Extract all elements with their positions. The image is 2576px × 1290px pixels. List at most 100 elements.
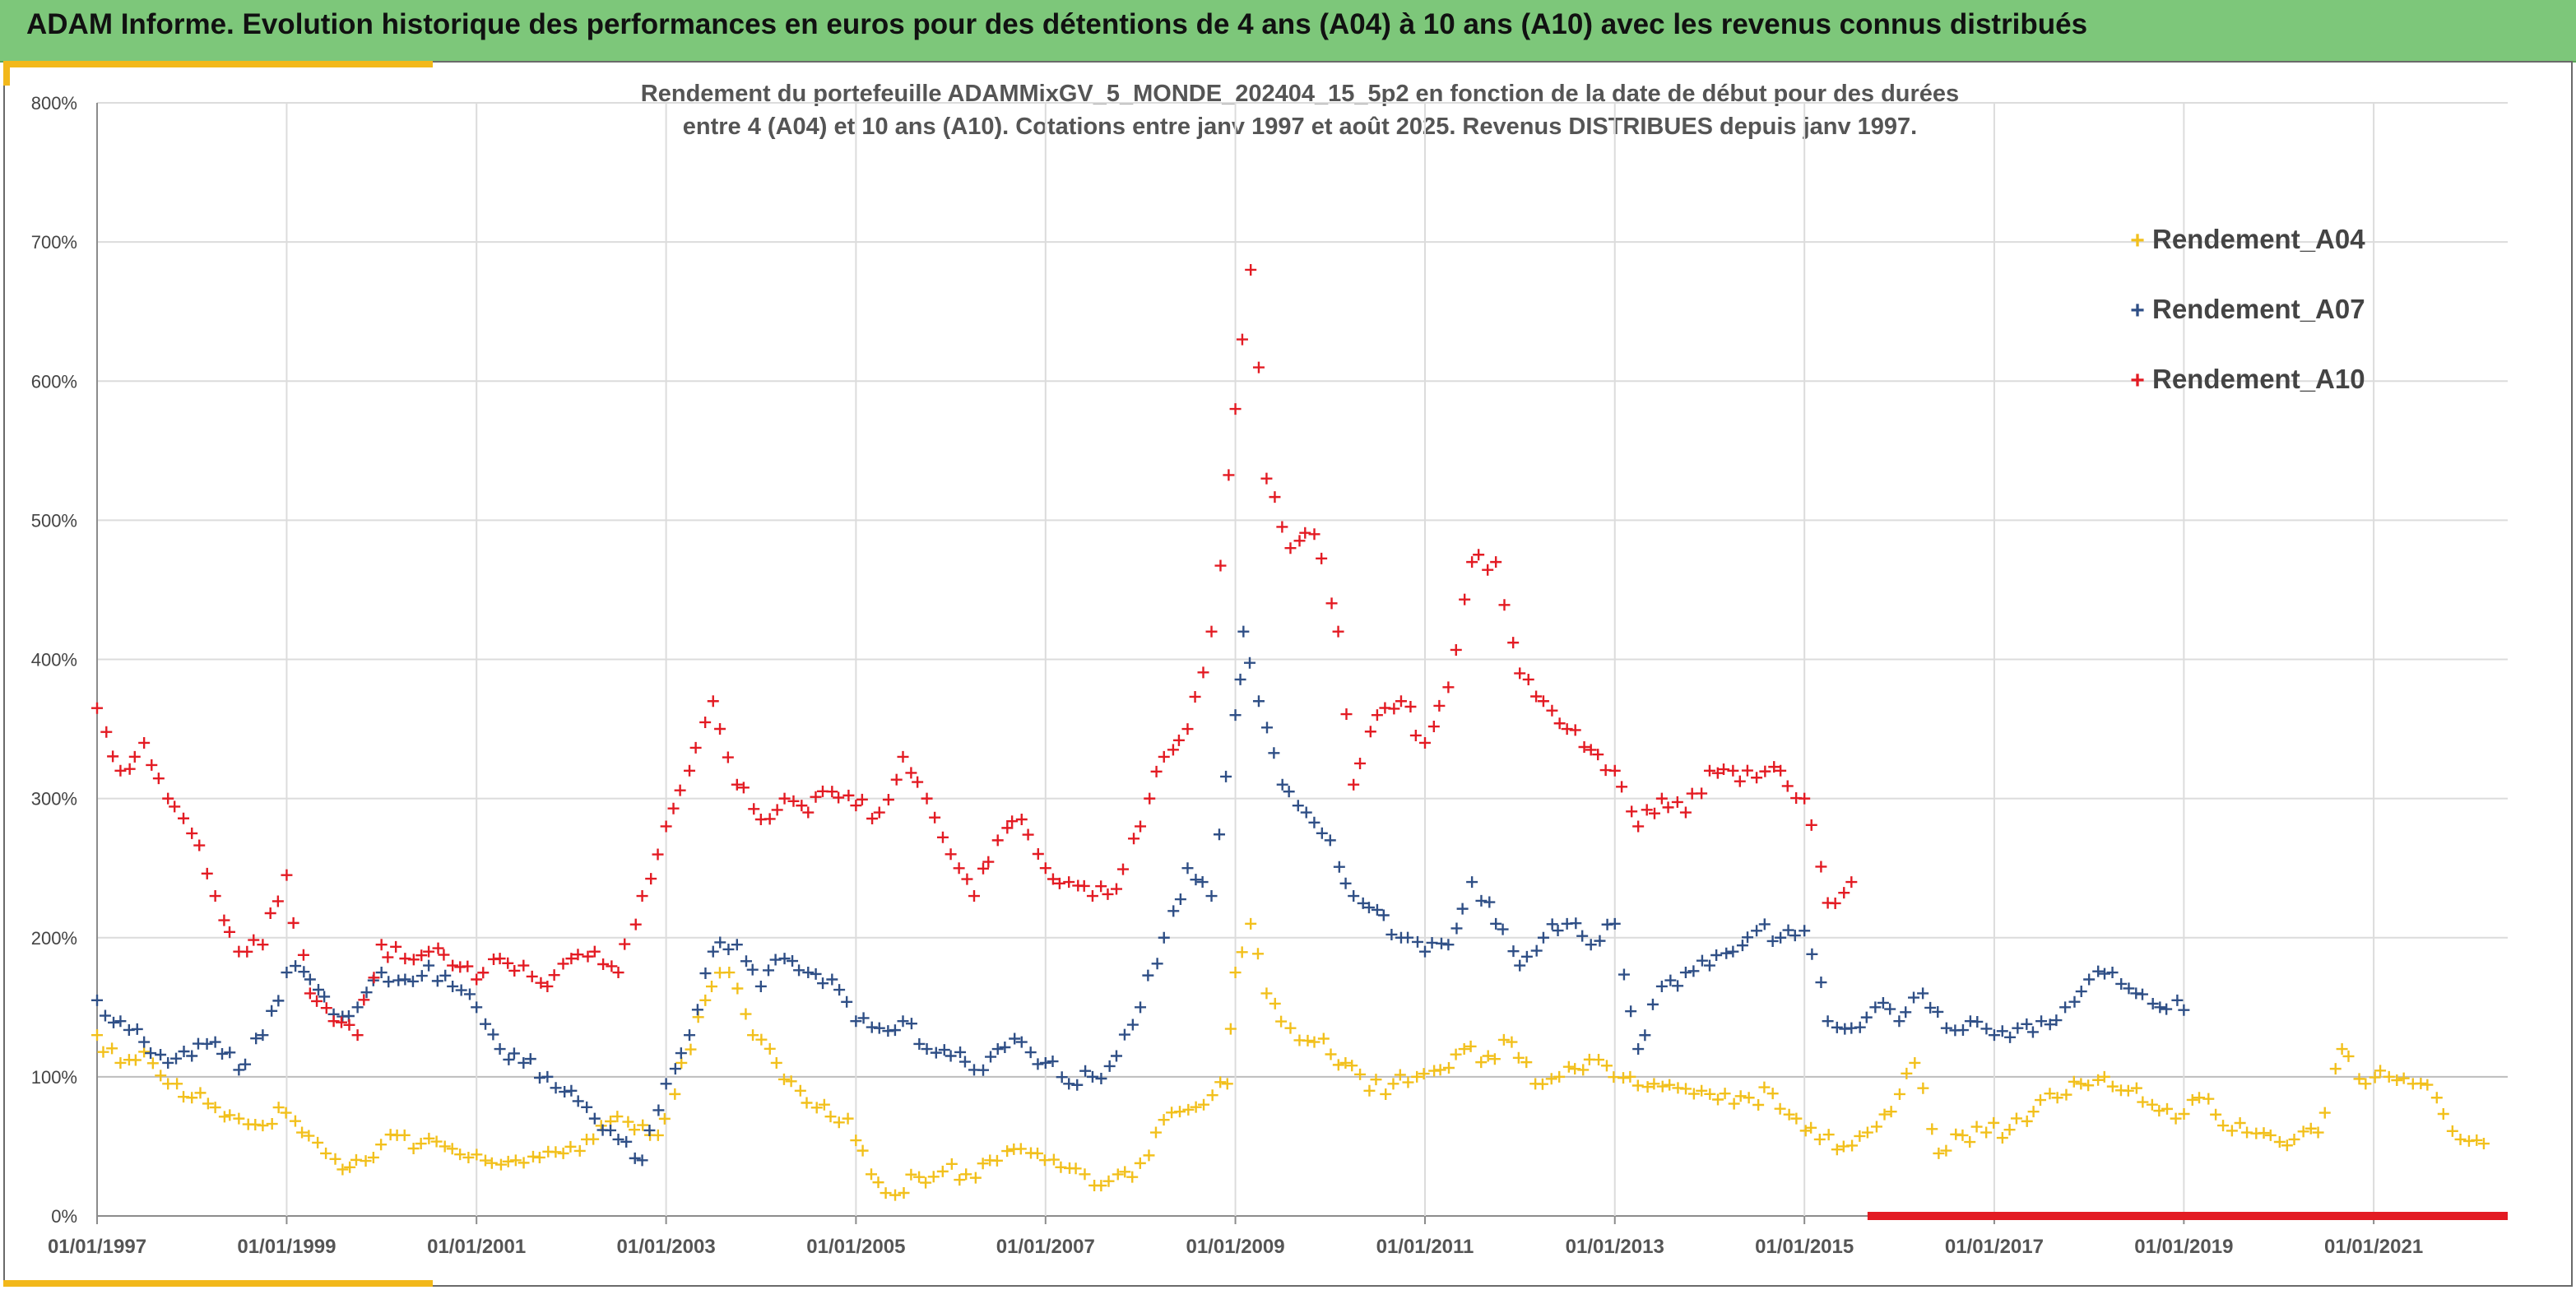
- data-point: [2397, 1072, 2410, 1084]
- data-point: [1758, 918, 1771, 930]
- data-point: [1348, 778, 1360, 791]
- data-point: [1774, 1102, 1786, 1115]
- data-point: [920, 1176, 932, 1189]
- data-point: [905, 1018, 917, 1030]
- data-point: [748, 803, 760, 815]
- data-point: [216, 1047, 229, 1060]
- data-point: [2178, 1108, 2190, 1121]
- data-point: [1908, 991, 1920, 1004]
- data-point: [1015, 1036, 1028, 1048]
- data-point: [503, 1053, 515, 1065]
- data-point: [1608, 764, 1621, 777]
- data-point: [1980, 1126, 1993, 1139]
- data-point: [699, 968, 712, 980]
- data-point: [1671, 796, 1683, 808]
- data-point: [1402, 1076, 1414, 1088]
- data-point: [1648, 807, 1660, 819]
- data-point: [629, 918, 642, 930]
- data-point: [320, 1002, 332, 1014]
- data-point: [1752, 1099, 1765, 1111]
- data-point: [375, 939, 388, 951]
- data-point: [1158, 750, 1170, 763]
- data-point: [1308, 528, 1320, 541]
- data-point: [2060, 1088, 2072, 1101]
- data-point: [1775, 931, 1787, 944]
- data-point: [1039, 1056, 1051, 1069]
- data-point: [1251, 948, 1264, 960]
- data-point: [2226, 1125, 2238, 1137]
- data-point: [1932, 1005, 1944, 1018]
- data-point: [518, 959, 530, 972]
- data-point: [1308, 816, 1320, 828]
- data-point: [298, 966, 310, 978]
- data-point: [423, 945, 435, 958]
- data-point: [1759, 765, 1771, 777]
- data-point: [1014, 1143, 1027, 1155]
- data-point: [1325, 597, 1338, 610]
- data-point: [99, 1009, 111, 1022]
- data-point: [209, 890, 221, 903]
- data-point: [383, 976, 395, 988]
- data-point: [2082, 1079, 2095, 1092]
- data-point: [913, 1171, 926, 1183]
- data-point: [264, 907, 276, 919]
- data-point: [810, 1102, 823, 1114]
- data-point: [1110, 883, 1122, 895]
- x-tick-label: 01/01/2011: [1376, 1236, 1474, 1258]
- y-tick-label: 300%: [31, 789, 77, 810]
- data-point: [462, 1151, 475, 1163]
- data-point: [2360, 1078, 2372, 1090]
- data-point: [872, 1176, 884, 1189]
- data-point: [1427, 721, 1440, 733]
- data-point: [985, 1051, 997, 1063]
- data-point: [218, 914, 230, 926]
- data-point: [977, 1064, 989, 1076]
- data-point: [123, 763, 136, 775]
- data-point: [1497, 923, 1509, 935]
- data-point: [1079, 1168, 1091, 1181]
- data-point: [2170, 1112, 2182, 1125]
- data-point: [777, 1073, 790, 1085]
- data-point: [1172, 734, 1185, 746]
- data-point: [927, 1171, 940, 1183]
- x-tick-label: 01/01/1999: [237, 1236, 336, 1258]
- data-point: [763, 964, 775, 977]
- data-point: [1418, 945, 1431, 958]
- data-point: [1079, 1065, 1092, 1077]
- data-point: [447, 980, 459, 992]
- data-point: [873, 1022, 885, 1034]
- y-tick-label: 0%: [51, 1206, 77, 1227]
- data-point: [770, 1056, 782, 1069]
- data-point: [477, 967, 490, 979]
- data-point: [1655, 980, 1668, 992]
- data-point: [533, 1151, 545, 1163]
- data-point: [557, 958, 569, 970]
- data-point: [1450, 643, 1462, 656]
- data-point: [1775, 764, 1787, 777]
- data-point: [1181, 862, 1194, 875]
- data-point: [162, 792, 174, 805]
- data-point: [1032, 1147, 1044, 1159]
- data-point: [1009, 1032, 1021, 1045]
- data-point: [471, 973, 483, 986]
- data-point: [1728, 1097, 1740, 1110]
- data-point: [1214, 559, 1227, 572]
- data-point: [337, 1163, 349, 1176]
- data-point: [2342, 1050, 2355, 1062]
- data-point: [913, 1037, 926, 1050]
- data-point: [1245, 917, 1257, 930]
- data-point: [643, 1124, 656, 1136]
- data-point: [1664, 974, 1677, 986]
- data-point: [866, 1168, 877, 1181]
- data-point: [685, 1043, 697, 1056]
- zero-band-mark: [1867, 1212, 2508, 1220]
- data-point: [1276, 521, 1288, 533]
- data-point: [1047, 1153, 1060, 1166]
- data-point: [1869, 1001, 1882, 1014]
- data-point: [351, 1029, 364, 1042]
- data-point: [1385, 928, 1398, 940]
- data-point: [1537, 931, 1549, 944]
- data-point: [399, 953, 411, 965]
- data-point: [722, 943, 735, 955]
